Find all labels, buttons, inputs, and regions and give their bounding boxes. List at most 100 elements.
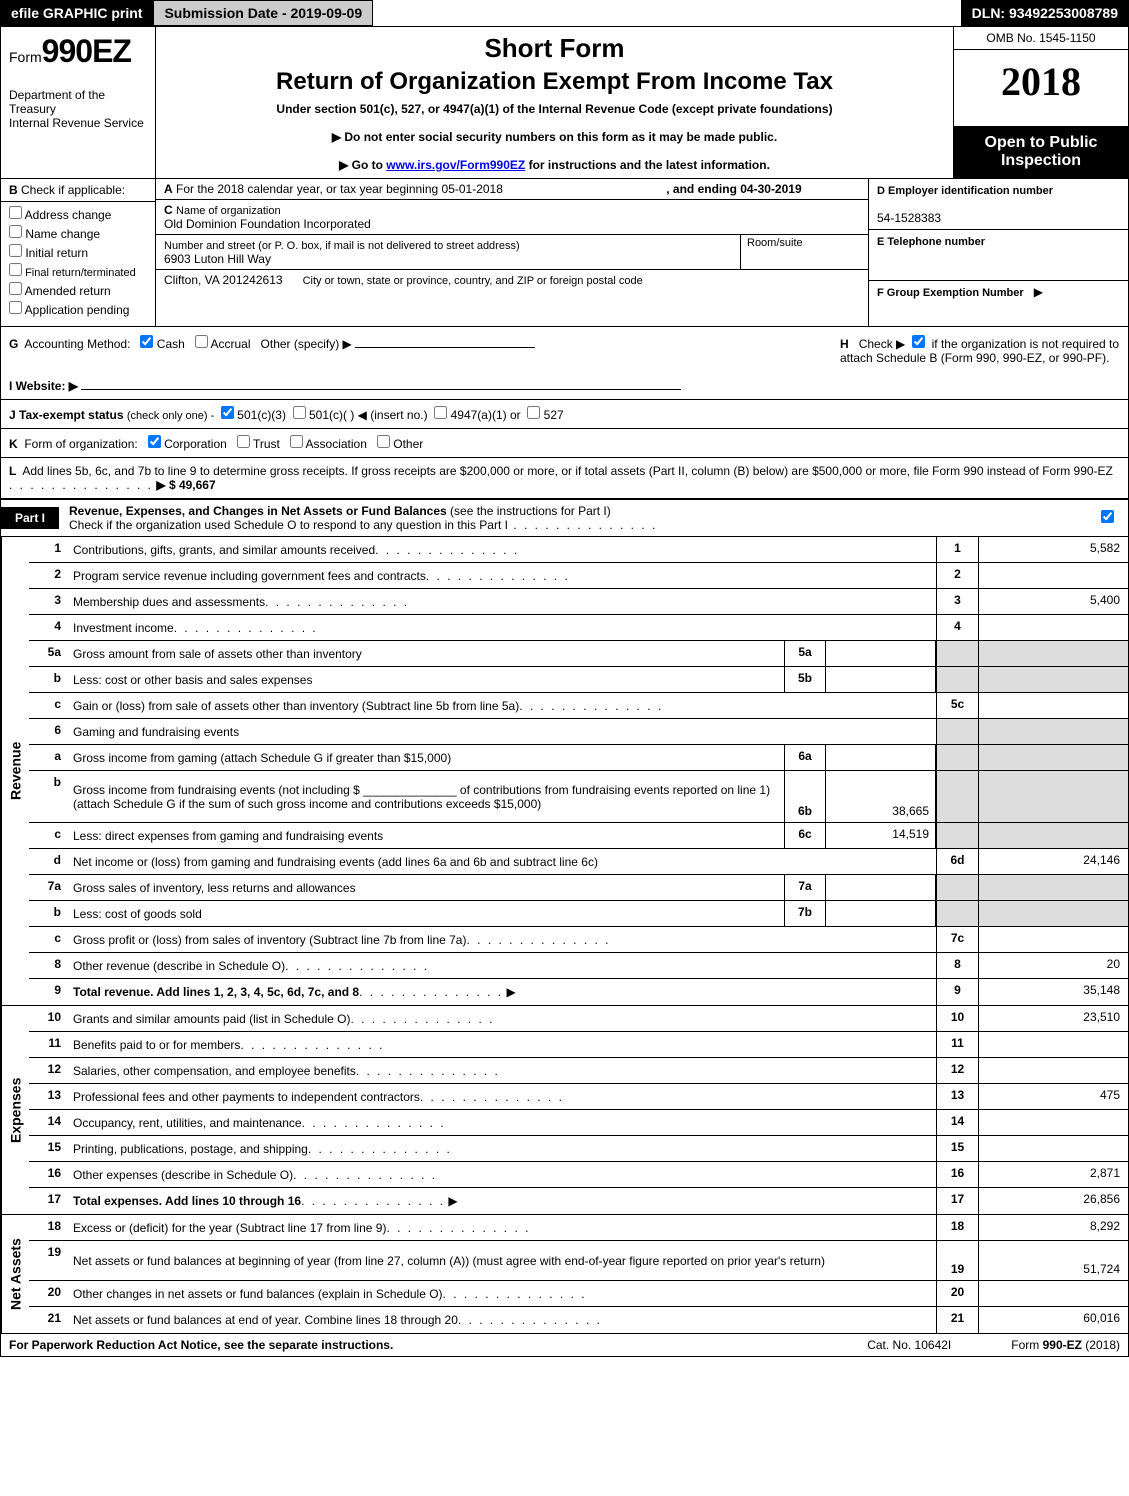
dept-line1: Department of the Treasury bbox=[9, 88, 147, 116]
checkbox-trust[interactable] bbox=[237, 435, 250, 448]
row-a-tax-year: A For the 2018 calendar year, or tax yea… bbox=[156, 179, 868, 200]
net-assets-table: Net Assets 18Excess or (deficit) for the… bbox=[0, 1215, 1129, 1334]
line-14: 14Occupancy, rent, utilities, and mainte… bbox=[29, 1110, 1128, 1136]
line-4: 4Investment income4 bbox=[29, 615, 1128, 641]
section-a-b-c: B Check if applicable: Address change Na… bbox=[0, 179, 1129, 327]
a-text: For the 2018 calendar year, or tax year … bbox=[176, 182, 503, 196]
l-amount: ▶ $ 49,667 bbox=[156, 478, 215, 492]
street-value: 6903 Luton Hill Way bbox=[164, 252, 271, 266]
line-19: 19Net assets or fund balances at beginni… bbox=[29, 1241, 1128, 1281]
part-i-header: Part I Revenue, Expenses, and Changes in… bbox=[0, 499, 1129, 537]
row-city: Clifton, VA 201242613 City or town, stat… bbox=[156, 270, 868, 290]
line-18: 18Excess or (deficit) for the year (Subt… bbox=[29, 1215, 1128, 1241]
checkbox-accrual[interactable] bbox=[195, 335, 208, 348]
k-label: K bbox=[9, 437, 18, 451]
checkbox-527[interactable] bbox=[527, 406, 540, 419]
checkbox-schedule-o[interactable] bbox=[1101, 510, 1114, 523]
street-label: Number and street (or P. O. box, if mail… bbox=[164, 240, 520, 252]
section-d-e-f: D Employer identification number 54-1528… bbox=[868, 179, 1128, 326]
g-text: Accounting Method: bbox=[24, 337, 130, 351]
top-bar: efile GRAPHIC print Submission Date - 20… bbox=[0, 0, 1129, 26]
k-text: Form of organization: bbox=[24, 437, 137, 451]
line-6c: cLess: direct expenses from gaming and f… bbox=[29, 823, 1128, 849]
department-label: Department of the Treasury Internal Reve… bbox=[9, 88, 147, 130]
line-20: 20Other changes in net assets or fund ba… bbox=[29, 1281, 1128, 1307]
form-number-big: 990EZ bbox=[42, 33, 131, 69]
g-accounting: G Accounting Method: Cash Accrual Other … bbox=[9, 335, 840, 365]
form-number: Form990EZ bbox=[9, 33, 147, 70]
checkbox-association[interactable] bbox=[290, 435, 303, 448]
open-to-public: Open to Public Inspection bbox=[954, 126, 1128, 178]
dept-line2: Internal Revenue Service bbox=[9, 116, 147, 130]
line-15: 15Printing, publications, postage, and s… bbox=[29, 1136, 1128, 1162]
city-label: City or town, state or province, country… bbox=[303, 275, 643, 287]
city-value: Clifton, VA 201242613 bbox=[164, 273, 283, 287]
checkbox-final-return[interactable]: Final return/terminated bbox=[9, 263, 147, 279]
checkbox-name-change[interactable]: Name change bbox=[9, 225, 147, 241]
checkbox-501c3[interactable] bbox=[221, 406, 234, 419]
f-label: F Group Exemption Number bbox=[877, 287, 1024, 299]
line-6d: dNet income or (loss) from gaming and fu… bbox=[29, 849, 1128, 875]
checkbox-cash[interactable] bbox=[140, 335, 153, 348]
checkbox-other-org[interactable] bbox=[377, 435, 390, 448]
page-footer: For Paperwork Reduction Act Notice, see … bbox=[0, 1334, 1129, 1357]
room-label: Room/suite bbox=[747, 237, 803, 249]
box-f-group: F Group Exemption Number ▶ bbox=[869, 281, 1128, 303]
line-10: 10Grants and similar amounts paid (list … bbox=[29, 1006, 1128, 1032]
checkbox-application-pending[interactable]: Application pending bbox=[9, 301, 147, 317]
row-k-form-org: K Form of organization: Corporation Trus… bbox=[0, 428, 1129, 457]
form-prefix: Form bbox=[9, 49, 42, 65]
line-21: 21Net assets or fund balances at end of … bbox=[29, 1307, 1128, 1333]
footer-cat: Cat. No. 10642I bbox=[867, 1338, 951, 1352]
line-6a: aGross income from gaming (attach Schedu… bbox=[29, 745, 1128, 771]
e-label: E Telephone number bbox=[877, 236, 985, 248]
h-check: H Check ▶ if the organization is not req… bbox=[840, 335, 1120, 365]
ein-value: 54-1528383 bbox=[877, 211, 941, 225]
form-header: Form990EZ Department of the Treasury Int… bbox=[0, 26, 1129, 179]
note-link: ▶ Go to www.irs.gov/Form990EZ for instru… bbox=[164, 158, 945, 172]
row-i-website: I Website: ▶ bbox=[0, 373, 1129, 399]
efile-print-button[interactable]: efile GRAPHIC print bbox=[0, 0, 153, 26]
j-note: (check only one) - bbox=[127, 410, 214, 422]
other-specify: Other (specify) ▶ bbox=[261, 337, 352, 351]
box-d-ein: D Employer identification number 54-1528… bbox=[869, 179, 1128, 230]
part-i-sub: Check if the organization used Schedule … bbox=[69, 518, 508, 532]
g-label: G bbox=[9, 337, 18, 351]
checkbox-no-schedule-b[interactable] bbox=[912, 335, 925, 348]
line-17: 17Total expenses. Add lines 10 through 1… bbox=[29, 1188, 1128, 1214]
line-5b: bLess: cost or other basis and sales exp… bbox=[29, 667, 1128, 693]
footer-left: For Paperwork Reduction Act Notice, see … bbox=[9, 1338, 393, 1352]
h-label: H bbox=[840, 337, 849, 351]
i-label: I Website: ▶ bbox=[9, 379, 78, 393]
f-arrow: ▶ bbox=[1034, 285, 1043, 299]
checkbox-4947[interactable] bbox=[434, 406, 447, 419]
part-i-title: Revenue, Expenses, and Changes in Net As… bbox=[69, 504, 447, 518]
submission-date: Submission Date - 2019-09-09 bbox=[153, 0, 373, 26]
checkbox-corporation[interactable] bbox=[148, 435, 161, 448]
line-7b: bLess: cost of goods sold7b bbox=[29, 901, 1128, 927]
a-ending: , and ending 04-30-2019 bbox=[666, 182, 801, 196]
part-i-desc: Revenue, Expenses, and Changes in Net As… bbox=[69, 500, 1086, 536]
form-title: Return of Organization Exempt From Incom… bbox=[164, 68, 945, 96]
header-right: OMB No. 1545-1150 2018 Open to Public In… bbox=[953, 27, 1128, 178]
line-1: 1Contributions, gifts, grants, and simil… bbox=[29, 537, 1128, 563]
b-label: B bbox=[9, 183, 18, 197]
line-9: 9Total revenue. Add lines 1, 2, 3, 4, 5c… bbox=[29, 979, 1128, 1005]
line-5c: cGain or (loss) from sale of assets othe… bbox=[29, 693, 1128, 719]
line-2: 2Program service revenue including gover… bbox=[29, 563, 1128, 589]
form-subtitle: Under section 501(c), 527, or 4947(a)(1)… bbox=[164, 102, 945, 116]
checkbox-address-change[interactable]: Address change bbox=[9, 206, 147, 222]
row-street: Number and street (or P. O. box, if mail… bbox=[156, 235, 868, 270]
section-b-checkboxes: B Check if applicable: Address change Na… bbox=[1, 179, 156, 326]
checkbox-initial-return[interactable]: Initial return bbox=[9, 244, 147, 260]
row-j-tax-exempt: J Tax-exempt status (check only one) - 5… bbox=[0, 399, 1129, 428]
row-c-org-name: C Name of organization Old Dominion Foun… bbox=[156, 200, 868, 235]
footer-right: Form 990-EZ (2018) bbox=[1011, 1338, 1120, 1352]
checkbox-501c[interactable] bbox=[293, 406, 306, 419]
irs-link[interactable]: www.irs.gov/Form990EZ bbox=[386, 158, 525, 172]
c-text: Name of organization bbox=[176, 205, 281, 217]
note2-post: for instructions and the latest informat… bbox=[525, 158, 770, 172]
b-text: Check if applicable: bbox=[21, 183, 125, 197]
line-12: 12Salaries, other compensation, and empl… bbox=[29, 1058, 1128, 1084]
checkbox-amended-return[interactable]: Amended return bbox=[9, 282, 147, 298]
